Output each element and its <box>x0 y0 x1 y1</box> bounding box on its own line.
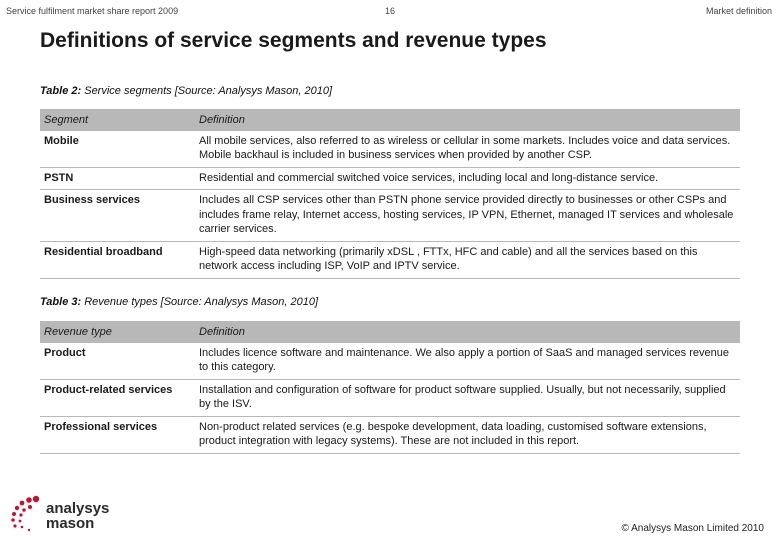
page-number: 16 <box>384 6 395 16</box>
table2-caption-label: Table 2: <box>40 85 82 97</box>
logo-dots-icon <box>11 495 40 532</box>
revenue-type-name: Product <box>40 342 195 380</box>
table-row: Product-related services Installation an… <box>40 379 740 417</box>
segment-name: PSTN <box>40 167 195 190</box>
logo-text-line2: mason <box>46 515 95 532</box>
copyright-notice: © Analysys Mason Limited 2010 <box>621 523 764 534</box>
table-row: PSTN Residential and commercial switched… <box>40 167 740 190</box>
table-row: Mobile All mobile services, also referre… <box>40 130 740 168</box>
page-title: Definitions of service segments and reve… <box>40 29 547 52</box>
revenue-type-name: Product-related services <box>40 379 195 417</box>
segment-definition: Includes all CSP services other than PST… <box>195 189 740 242</box>
segment-definition: Residential and commercial switched voic… <box>195 167 740 190</box>
table-row: Residential broadband High-speed data ne… <box>40 241 740 279</box>
analysys-mason-logo: analysys mason <box>10 494 130 534</box>
revenue-type-definition: Installation and configuration of softwa… <box>195 379 740 417</box>
revenue-type-definition: Includes licence software and maintenanc… <box>195 342 740 380</box>
column-header-revenue-type: Revenue type <box>40 321 195 343</box>
section-name-header: Market definition <box>705 6 772 16</box>
table2-caption-text: Service segments [Source: Analysys Mason… <box>81 85 333 97</box>
report-title-header: Service fulfilment market share report 2… <box>6 6 179 16</box>
table-header-row: Revenue type Definition <box>40 321 740 343</box>
table2-caption: Table 2: Service segments [Source: Analy… <box>40 85 332 97</box>
table3-caption-text: Revenue types [Source: Analysys Mason, 2… <box>81 296 319 308</box>
segment-name: Business services <box>40 189 195 242</box>
segment-name: Residential broadband <box>40 241 195 279</box>
table-row: Professional services Non-product relate… <box>40 416 740 454</box>
table-header-row: Segment Definition <box>40 109 740 131</box>
column-header-segment: Segment <box>40 109 195 131</box>
column-header-definition: Definition <box>195 109 740 131</box>
table3-caption-label: Table 3: <box>40 296 82 308</box>
table3-caption: Table 3: Revenue types [Source: Analysys… <box>40 296 318 308</box>
table-row: Business services Includes all CSP servi… <box>40 189 740 242</box>
revenue-type-name: Professional services <box>40 416 195 454</box>
segment-definition: High-speed data networking (primarily xD… <box>195 241 740 279</box>
logo-text-line1: analysys <box>46 500 110 517</box>
segment-name: Mobile <box>40 130 195 168</box>
revenue-types-table: Revenue type Definition Product Includes… <box>40 321 740 454</box>
column-header-definition: Definition <box>195 321 740 343</box>
revenue-type-definition: Non-product related services (e.g. bespo… <box>195 416 740 454</box>
table-row: Product Includes licence software and ma… <box>40 342 740 380</box>
service-segments-table: Segment Definition Mobile All mobile ser… <box>40 109 740 279</box>
segment-definition: All mobile services, also referred to as… <box>195 130 740 168</box>
